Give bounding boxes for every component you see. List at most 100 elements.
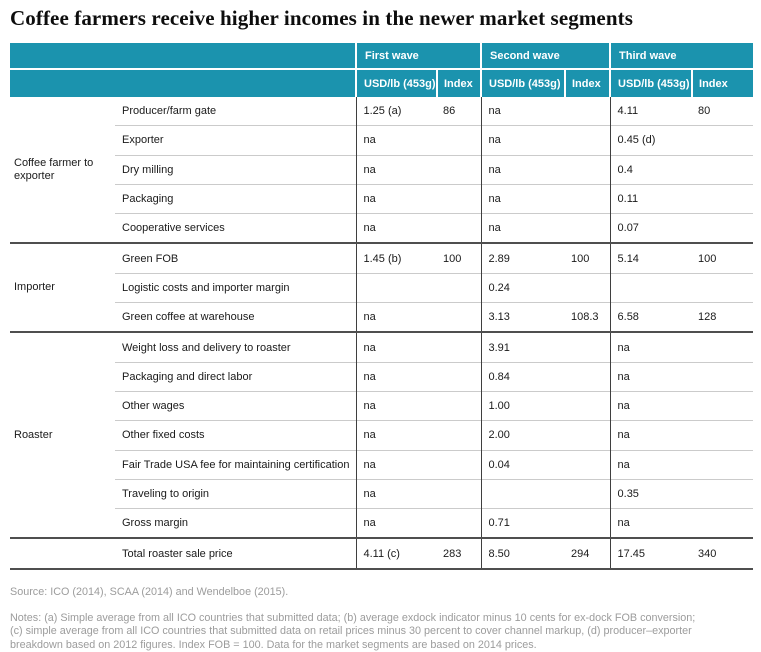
cell-w1-usd: 4.11 (c) [355, 537, 437, 570]
table-row: Dry milling na na 0.4 [10, 154, 754, 185]
table-header: First wave Second wave Third wave USD/lb… [10, 43, 754, 97]
group-spacer-cell [10, 537, 115, 570]
table-row: Other wages na 1.00 na [10, 390, 754, 421]
figure-title: Coffee farmers receive higher incomes in… [10, 6, 633, 30]
table-row: Cooperative services na na 0.07 [10, 213, 754, 244]
table-row: Traveling to origin na 0.35 [10, 478, 754, 509]
cell-w2-usd: na [480, 213, 565, 244]
cell-w2-usd: 0.71 [480, 508, 565, 539]
cell-w1-usd [355, 272, 437, 303]
cell-w3-index [692, 449, 754, 480]
cell-w3-index [692, 183, 754, 214]
table-row: Other fixed costs na 2.00 na [10, 420, 754, 451]
cell-w1-index [437, 449, 481, 480]
row-item-label: Other wages [115, 390, 356, 421]
cell-w1-index [437, 125, 481, 156]
cell-w3-index [692, 125, 754, 156]
cell-w1-index: 100 [437, 242, 481, 274]
cell-w2-usd: na [480, 125, 565, 156]
cell-w3-usd: 5.14 [609, 242, 693, 274]
usd-header-w3: USD/lb (453g) [609, 69, 693, 97]
cell-w1-usd: na [355, 478, 437, 509]
cell-w3-index: 100 [692, 242, 754, 274]
cell-w1-index [437, 183, 481, 214]
row-item-label: Green FOB [115, 242, 356, 274]
group-label-importer: Importer [10, 242, 115, 333]
wave-header-first: First wave [355, 43, 481, 70]
row-item-label: Packaging [115, 183, 356, 214]
row-item-label: Producer/farm gate [115, 97, 356, 126]
notes-paragraph: Notes: (a) Simple average from all ICO c… [10, 611, 696, 651]
cell-w1-index [437, 420, 481, 451]
wave-header-third: Third wave [609, 43, 754, 70]
cell-w2-index [565, 331, 611, 363]
wave-header-second: Second wave [479, 43, 611, 70]
cell-w2-index [565, 420, 611, 451]
cell-w3-usd: na [609, 449, 693, 480]
cell-w3-index [692, 154, 754, 185]
cell-w3-usd: na [609, 420, 693, 451]
cell-w2-usd: na [480, 183, 565, 214]
cell-w2-usd: na [480, 97, 565, 126]
header-spacer [10, 43, 356, 70]
cell-w3-usd: 0.11 [609, 183, 693, 214]
cell-w3-index: 80 [692, 97, 754, 126]
cell-w2-usd: 0.24 [480, 272, 565, 303]
table-body: Coffee farmer to exporter Producer/farm … [10, 97, 754, 570]
index-header-w3: Index [691, 69, 754, 97]
header-spacer [10, 69, 356, 97]
cell-w2-index [565, 361, 611, 392]
cell-w3-index: 340 [692, 537, 754, 570]
cell-w3-index [692, 361, 754, 392]
cell-w3-index [692, 508, 754, 539]
cell-w2-index [565, 97, 611, 126]
cell-w2-usd: 3.13 [480, 302, 565, 333]
cell-w1-usd: na [355, 213, 437, 244]
cell-w2-usd: 0.04 [480, 449, 565, 480]
table-row: Logistic costs and importer margin 0.24 [10, 272, 754, 303]
cell-w2-index [565, 183, 611, 214]
cell-w1-usd: na [355, 183, 437, 214]
usd-header-w2: USD/lb (453g) [480, 69, 565, 97]
cell-w3-usd: na [609, 508, 693, 539]
cell-w3-usd: 4.11 [609, 97, 693, 126]
group-label-coffee-farmer: Coffee farmer to exporter [10, 97, 115, 244]
cell-w2-usd: 2.89 [480, 242, 565, 274]
cell-w1-index [437, 154, 481, 185]
cell-w3-index [692, 272, 754, 303]
row-item-label: Total roaster sale price [115, 537, 356, 570]
row-item-label: Gross margin [115, 508, 356, 539]
cell-w2-index [565, 213, 611, 244]
usd-header-w1: USD/lb (453g) [355, 69, 437, 97]
cell-w2-index: 294 [565, 537, 611, 570]
wave-header-row: First wave Second wave Third wave [10, 43, 754, 70]
cell-w2-usd: 3.91 [480, 331, 565, 363]
cell-w1-index: 86 [437, 97, 481, 126]
index-header-w2: Index [563, 69, 611, 97]
cell-w1-usd: na [355, 508, 437, 539]
cell-w2-usd: na [480, 154, 565, 185]
cell-w1-usd: na [355, 361, 437, 392]
cell-w2-index [565, 478, 611, 509]
cell-w1-usd: na [355, 420, 437, 451]
cell-w1-usd: na [355, 449, 437, 480]
cell-w2-usd: 2.00 [480, 420, 565, 451]
cell-w1-index [437, 272, 481, 303]
row-item-label: Fair Trade USA fee for maintaining certi… [115, 449, 356, 480]
row-item-label: Other fixed costs [115, 420, 356, 451]
cell-w3-index [692, 390, 754, 421]
cell-w3-usd: 0.35 [609, 478, 693, 509]
cell-w2-index [565, 449, 611, 480]
cell-w3-index [692, 213, 754, 244]
cell-w3-usd: 17.45 [609, 537, 693, 570]
cell-w1-usd: na [355, 390, 437, 421]
cell-w1-usd: na [355, 302, 437, 333]
cell-w1-usd: na [355, 154, 437, 185]
table-row: Roaster Weight loss and delivery to roas… [10, 331, 754, 539]
cell-w1-usd: na [355, 331, 437, 363]
cell-w3-index [692, 478, 754, 509]
cell-w1-index [437, 478, 481, 509]
cell-w3-index [692, 331, 754, 363]
row-item-label: Cooperative services [115, 213, 356, 244]
